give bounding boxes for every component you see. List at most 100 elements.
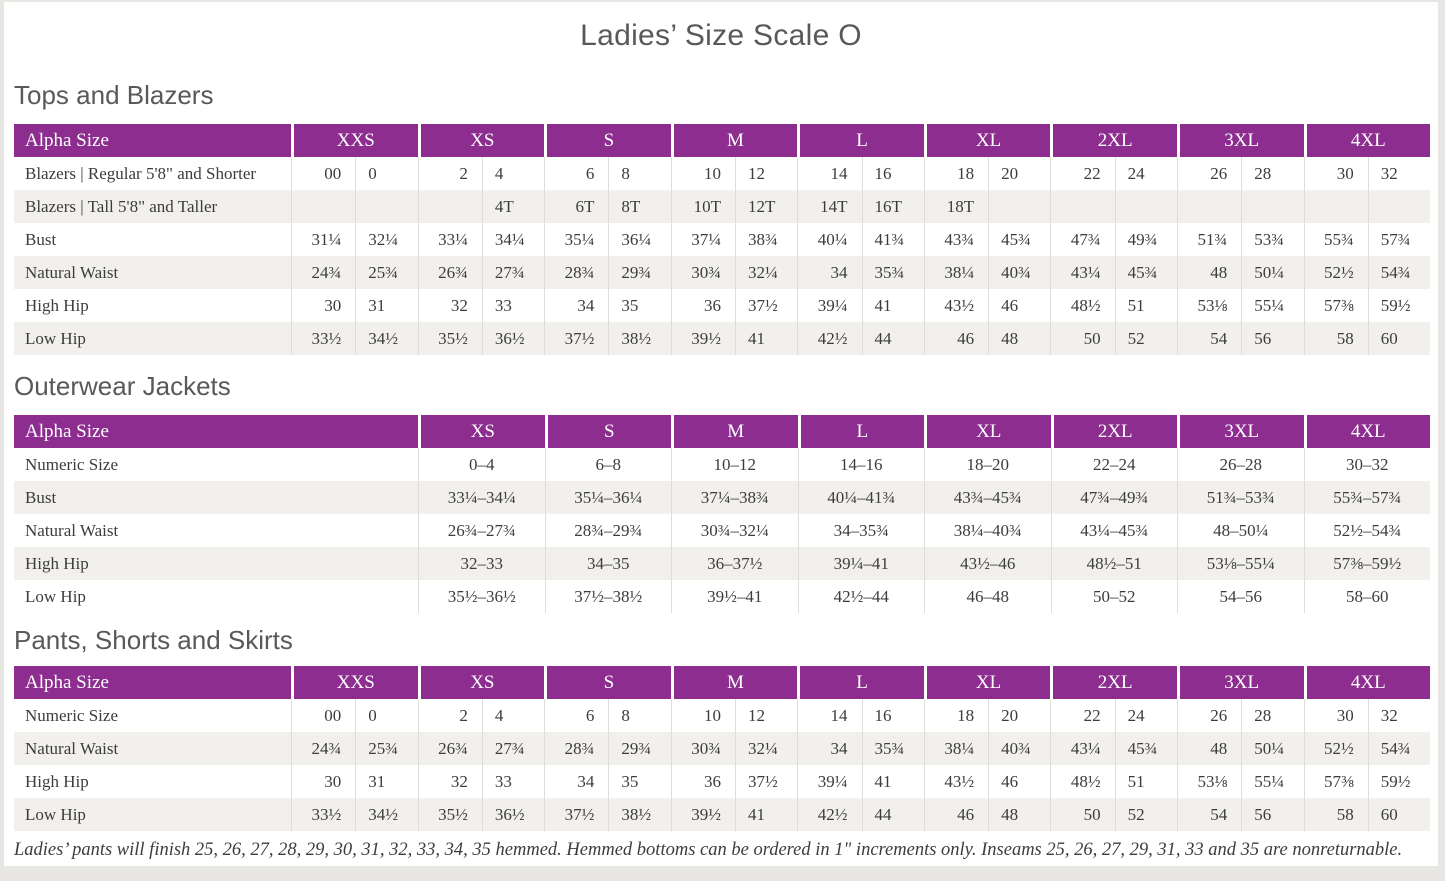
size-group-cell: 18 20	[923, 157, 1051, 190]
value-cell: 32	[1367, 157, 1430, 190]
value-cell: 32–33	[418, 547, 545, 580]
value-cell: 43¼	[1070, 739, 1101, 758]
size-group-cell: 53⅛ 55¼	[1176, 289, 1304, 322]
size-group-cell: 46 48	[923, 798, 1051, 831]
value-cell: 00	[324, 706, 342, 725]
size-group-cell: 6T 8T	[544, 190, 671, 223]
value-cell: 14	[830, 706, 848, 725]
value-cell: 33	[481, 289, 544, 322]
value-cell: 54	[1210, 805, 1228, 824]
value-cell: 52½	[1324, 263, 1354, 282]
value-cell: 42½	[817, 805, 848, 824]
value-cell: 26¾	[438, 739, 468, 758]
value-cell: 38½	[608, 322, 670, 355]
value-cell: 25¾	[355, 256, 417, 289]
value-cell: 57⅜	[1324, 296, 1354, 315]
value-cell	[1051, 190, 1114, 223]
size-header-cell: S	[544, 415, 671, 448]
size-header-cell: 3XL	[1176, 666, 1304, 699]
size-group-cell: 50 52	[1050, 798, 1177, 831]
value-cell: 58–60	[1303, 580, 1431, 613]
value-cell: 28¾–29¾	[544, 514, 672, 547]
value-cell: 43½	[944, 296, 975, 315]
size-group-cell: 43½ 46	[923, 765, 1051, 798]
value-cell	[355, 190, 417, 223]
size-group-cell: 51¾ 53¾	[1176, 223, 1304, 256]
value-cell: 51	[1114, 765, 1177, 798]
value-cell: 59½	[1367, 289, 1430, 322]
row-label-cell: High Hip	[25, 772, 89, 791]
size-group-cell: 28¾ 29¾	[544, 256, 671, 289]
size-header-cell: L	[797, 666, 924, 699]
value-cell	[419, 190, 482, 223]
value-cell: 40¼	[817, 230, 848, 249]
value-cell: 46–48	[924, 580, 1051, 613]
size-group-cell: 34 35¾	[797, 732, 924, 765]
value-cell: 43½	[944, 772, 975, 791]
value-cell: 18	[957, 706, 975, 725]
value-cell: 41	[734, 798, 797, 831]
value-cell: 12	[734, 157, 797, 190]
value-cell: 48½–51	[1050, 547, 1178, 580]
size-group-cell: 34 35	[544, 765, 671, 798]
value-cell: 48–50¼	[1177, 514, 1304, 547]
value-cell: 53⅛	[1197, 296, 1228, 315]
value-cell: 37½	[564, 805, 595, 824]
value-cell: 40¾	[988, 256, 1050, 289]
size-table: Alpha Size XXS XS S M L XL 2XL 3XL 4XL Numeric Siz…	[14, 666, 1431, 831]
row-label-cell: Numeric Size	[25, 455, 118, 474]
value-cell: 30	[1336, 164, 1354, 183]
table-header-row: Alpha Size XS S M L XL 2XL 3XL 4XL	[14, 415, 1430, 448]
size-group-cell: 40¼ 41¾	[797, 223, 924, 256]
table-row: High Hip 30 31 32 33 34 35 36 37½ 39¼ 41 43½ 46 48½ 51…	[14, 289, 1430, 322]
value-cell: 57¾	[1367, 223, 1430, 256]
row-label-cell: Natural Waist	[25, 263, 119, 282]
value-cell: 33¼	[438, 230, 468, 249]
value-cell: 34–35	[544, 547, 672, 580]
value-cell: 52	[1114, 798, 1177, 831]
value-cell: 29¾	[608, 732, 670, 765]
size-group-cell: 14T 16T	[797, 190, 924, 223]
value-cell: 10–12	[671, 448, 798, 481]
value-cell: 36¼	[608, 223, 670, 256]
value-cell: 26¾	[438, 263, 468, 282]
value-cell: 52	[1114, 322, 1177, 355]
value-cell: 43¼	[1070, 263, 1101, 282]
table-header-row: Alpha Size XXS XS S M L XL 2XL 3XL 4XL	[14, 666, 1431, 699]
row-label-cell: Blazers | Regular 5'8" and Shorter	[25, 164, 257, 183]
value-cell: 58	[1336, 329, 1354, 348]
value-cell: 60	[1367, 322, 1430, 355]
value-cell: 16	[861, 699, 924, 732]
section-heading: Tops and Blazers	[14, 80, 214, 110]
value-cell: 8	[608, 699, 670, 732]
value-cell: 35	[608, 765, 670, 798]
value-cell: 35	[608, 289, 670, 322]
value-cell: 52½	[1324, 739, 1354, 758]
size-group-cell: 35¼ 36¼	[544, 223, 671, 256]
value-cell: 34¼	[481, 223, 544, 256]
value-cell: 48½	[1070, 296, 1101, 315]
value-cell: 30	[324, 296, 342, 315]
value-cell: 53⅛	[1197, 772, 1228, 791]
table-row: Natural Waist 24¾ 25¾ 26¾ 27¾ 28¾ 29¾ 30¾ 32¼ 34 3…	[14, 256, 1430, 289]
size-group-cell: 14 16	[797, 699, 924, 732]
row-label-cell: High Hip	[25, 296, 89, 315]
size-group-cell: 50 52	[1050, 322, 1177, 355]
size-group-cell	[1050, 190, 1177, 223]
size-group-cell: 35½ 36½	[417, 322, 545, 355]
section: Pants, Shorts and Skirts Alpha Size XXS XS S…	[4, 623, 1438, 831]
row-label-cell: Bust	[25, 230, 57, 249]
size-group-cell: 38¼ 40¾	[923, 256, 1051, 289]
size-group-cell: 35½ 36½	[417, 798, 545, 831]
size-group-cell: 52½ 54¾	[1303, 256, 1431, 289]
value-cell: 22	[1083, 706, 1101, 725]
value-cell: 16	[861, 157, 924, 190]
size-group-cell: 34 35¾	[797, 256, 924, 289]
size-group-cell: 32 33	[417, 289, 545, 322]
size-group-cell: 39½ 41	[670, 322, 798, 355]
size-group-cell: 47¾ 49¾	[1050, 223, 1177, 256]
value-cell: 30¾	[691, 263, 721, 282]
